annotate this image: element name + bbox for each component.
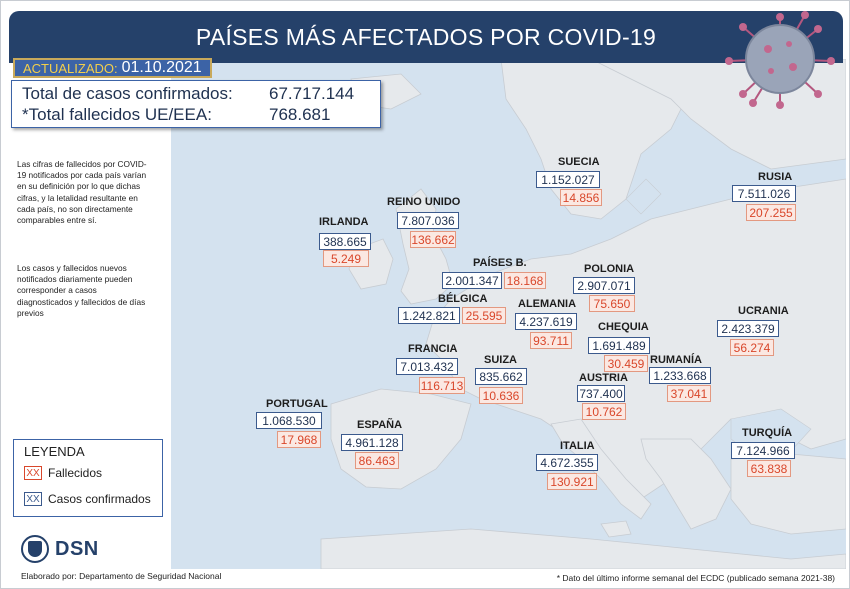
cases-value: 1.068.530 [256, 412, 322, 429]
country-name: ALEMANIA [518, 298, 577, 310]
cases-value: 2.423.379 [717, 320, 779, 337]
country-name: ITALIA [560, 440, 595, 452]
cases-value: 2.001.347 [442, 272, 502, 289]
author-credit: Elaborado por: Departamento de Seguridad… [21, 571, 222, 581]
deaths-value: 116.713 [419, 377, 465, 394]
deaths-value: 37.041 [667, 385, 711, 402]
total-deaths-value: 768.681 [269, 105, 331, 124]
cases-value: 388.665 [319, 233, 371, 250]
total-confirmed-value: 67.717.144 [269, 84, 355, 103]
deaths-value: 63.838 [747, 460, 791, 477]
country-name: IRLANDA [319, 216, 369, 228]
legend-deaths-swatch: XX [24, 466, 42, 480]
updated-date: 01.10.2021 [121, 59, 202, 76]
cases-value: 4.961.128 [341, 434, 403, 451]
legend-cases-swatch: XX [24, 492, 42, 506]
cases-value: 835.662 [475, 368, 527, 385]
legend-deaths-label: Fallecidos [48, 466, 103, 480]
country-name: BÉLGICA [438, 293, 488, 305]
deaths-value: 30.459 [604, 355, 648, 372]
totals-box: Total de casos confirmados: 67.717.144 *… [11, 80, 381, 128]
updated-label: ACTUALIZADO: [23, 60, 118, 76]
deaths-value: 10.636 [479, 387, 523, 404]
country-name: REINO UNIDO [387, 196, 461, 208]
deaths-value: 17.968 [277, 431, 321, 448]
country-name: POLONIA [584, 263, 635, 275]
country-name: SUIZA [484, 354, 517, 366]
virus-icon [725, 11, 835, 109]
country-name: SUECIA [558, 156, 600, 168]
country-name: PORTUGAL [266, 398, 328, 410]
country-name: CHEQUIA [598, 321, 649, 333]
deaths-value: 25.595 [462, 307, 506, 324]
cases-value: 7.124.966 [731, 442, 795, 459]
legend: LEYENDA XX Fallecidos XX Casos confirmad… [13, 439, 163, 517]
crest-icon [21, 535, 49, 563]
deaths-value: 93.711 [530, 332, 572, 349]
deaths-value: 10.762 [582, 403, 626, 420]
note-daily-reporting: Los casos y fallecidos nuevos notificado… [17, 263, 146, 318]
cases-value: 1.233.668 [649, 367, 711, 384]
deaths-value: 86.463 [355, 452, 399, 469]
logo-text: DSN [55, 537, 99, 560]
legend-deaths: XX Fallecidos [24, 466, 102, 480]
total-confirmed-label: Total de casos confirmados: [22, 84, 233, 103]
country-name: FRANCIA [408, 343, 458, 355]
cases-value: 7.013.432 [396, 358, 458, 375]
legend-title: LEYENDA [24, 444, 85, 459]
page-title: PAÍSES MÁS AFECTADOS POR COVID-19 [195, 24, 657, 50]
country-name: TURQUÍA [742, 427, 793, 439]
total-confirmed-row: Total de casos confirmados: 67.717.144 [22, 84, 354, 104]
country-name: UCRANIA [738, 305, 789, 317]
legend-cases-label: Casos confirmados [48, 492, 151, 506]
country-name: RUMANÍA [650, 354, 702, 366]
country-name: RUSIA [758, 171, 793, 183]
deaths-value: 75.650 [589, 295, 635, 312]
deaths-value: 136.662 [410, 231, 456, 248]
country-name: PAÍSES B. [473, 257, 527, 269]
country-name: AUSTRIA [579, 372, 628, 384]
footnote: * Dato del último informe semanal del EC… [556, 573, 835, 583]
cases-value: 1.152.027 [536, 171, 600, 188]
cases-value: 7.511.026 [732, 185, 796, 202]
cases-value: 2.907.071 [573, 277, 635, 294]
cases-value: 1.691.489 [588, 337, 650, 354]
deaths-value: 130.921 [547, 473, 597, 490]
country-name: ESPAÑA [357, 419, 403, 431]
legend-cases: XX Casos confirmados [24, 492, 151, 506]
deaths-value: 56.274 [730, 339, 774, 356]
deaths-value: 5.249 [323, 250, 369, 267]
deaths-value: 207.255 [746, 204, 796, 221]
updated-badge: ACTUALIZADO: 01.10.2021 [13, 58, 212, 78]
cases-value: 1.242.821 [398, 307, 460, 324]
deaths-value: 18.168 [504, 272, 546, 289]
cases-value: 7.807.036 [397, 212, 459, 229]
total-deaths-label: *Total fallecidos UE/EEA: [22, 105, 212, 124]
cases-value: 4.672.355 [536, 454, 598, 471]
cases-value: 737.400 [577, 385, 625, 402]
total-deaths-row: *Total fallecidos UE/EEA: 768.681 [22, 105, 330, 125]
header-bar: PAÍSES MÁS AFECTADOS POR COVID-19 [9, 11, 843, 63]
deaths-value: 14.856 [560, 189, 602, 206]
dsn-logo: DSN [21, 535, 99, 563]
note-deaths-definition: Las cifras de fallecidos por COVID-19 no… [17, 159, 147, 226]
cases-value: 4.237.619 [515, 313, 577, 330]
